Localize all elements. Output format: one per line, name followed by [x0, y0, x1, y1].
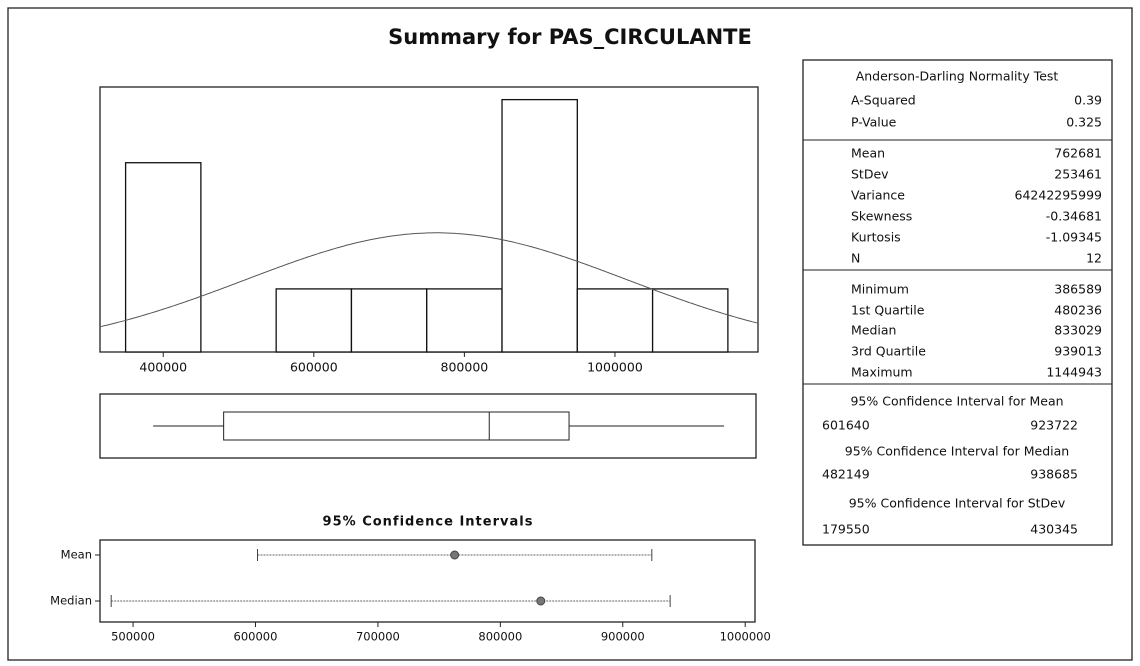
stat-label: Variance: [851, 188, 905, 203]
x-tick-label: 1000000: [720, 630, 771, 644]
x-tick-label: 700000: [356, 630, 400, 644]
outer-border: [7, 7, 1133, 661]
stat-value: 0.325: [1066, 115, 1102, 130]
stat-label: A-Squared: [851, 93, 916, 108]
stats-table: [802, 59, 1113, 546]
x-tick-label: 900000: [601, 630, 645, 644]
ci-title: 95% Confidence Intervals: [323, 515, 534, 530]
stat-value: 938685: [1030, 467, 1078, 482]
x-tick-label: 600000: [234, 630, 278, 644]
table-heading: 95% Confidence Interval for Mean: [850, 394, 1063, 409]
stat-value: 430345: [1030, 522, 1078, 537]
stat-label: P-Value: [851, 115, 897, 130]
x-tick-label: 800000: [441, 360, 489, 375]
stat-value: 601640: [822, 418, 870, 433]
stat-label: 1st Quartile: [851, 303, 925, 318]
stat-label: Maximum: [851, 365, 913, 380]
histogram-bar: [501, 98, 578, 353]
histogram-bar: [651, 288, 729, 353]
stat-value: 482149: [822, 467, 870, 482]
table-heading: 95% Confidence Interval for StDev: [849, 496, 1066, 511]
ci-point: [450, 550, 460, 560]
stat-label: StDev: [851, 167, 889, 182]
stat-value: 64242295999: [1015, 188, 1103, 203]
y-tick-label: Median: [50, 594, 92, 608]
x-tick-label: 800000: [478, 630, 522, 644]
stat-label: Median: [851, 323, 896, 338]
table-heading: 95% Confidence Interval for Median: [845, 444, 1069, 459]
stat-label: 3rd Quartile: [851, 344, 926, 359]
stat-value: -1.09345: [1046, 230, 1102, 245]
stat-value: 179550: [822, 522, 870, 537]
chart-title: Summary for PAS_CIRCULANTE: [388, 25, 752, 49]
stat-value: 480236: [1054, 303, 1102, 318]
histogram-bar: [275, 288, 353, 353]
histogram-bar: [426, 288, 503, 353]
stat-label: Kurtosis: [851, 230, 901, 245]
stat-value: 833029: [1054, 323, 1102, 338]
stat-value: 12: [1086, 251, 1102, 266]
stat-value: 253461: [1054, 167, 1102, 182]
stat-value: 386589: [1054, 282, 1102, 297]
stat-value: 1144943: [1046, 365, 1102, 380]
box: [223, 411, 570, 441]
stat-value: 762681: [1054, 146, 1102, 161]
normal-curve: [99, 232, 759, 328]
stat-value: -0.34681: [1046, 209, 1102, 224]
stat-label: Skewness: [851, 209, 912, 224]
x-tick-label: 400000: [139, 360, 187, 375]
stat-label: Mean: [851, 146, 885, 161]
histogram-bar: [350, 288, 428, 353]
stat-label: N: [851, 251, 860, 266]
table-heading: Anderson-Darling Normality Test: [856, 69, 1059, 84]
stat-value: 939013: [1054, 344, 1102, 359]
x-tick-label: 600000: [290, 360, 338, 375]
x-tick-label: 1000000: [587, 360, 643, 375]
y-tick-label: Mean: [61, 548, 92, 562]
ci-frame: [99, 539, 756, 623]
stat-value: 923722: [1030, 418, 1078, 433]
x-tick-label: 500000: [111, 630, 155, 644]
boxplot-frame: [99, 393, 757, 459]
stat-value: 0.39: [1074, 93, 1102, 108]
ci-point: [536, 596, 546, 606]
stat-label: Minimum: [851, 282, 909, 297]
histogram-bar: [576, 288, 654, 353]
histogram-bar: [124, 162, 202, 353]
